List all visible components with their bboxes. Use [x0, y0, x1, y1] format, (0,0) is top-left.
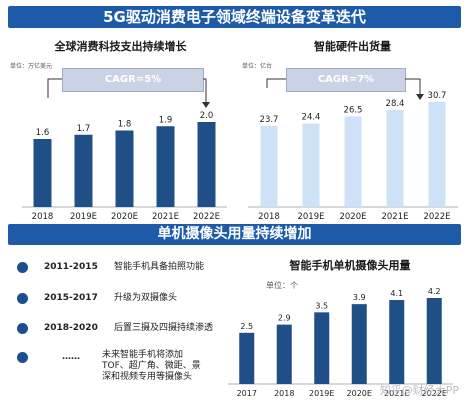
bar — [344, 116, 362, 207]
x-tick-label: 2018 — [258, 212, 280, 222]
bar-value-label: 2.0 — [200, 111, 214, 121]
chart1-cagr-box: CAGR=5% — [62, 68, 204, 92]
chart1-cagr-label: CAGR=5% — [104, 74, 162, 85]
timeline-text: 后置三摄及四摄持续渗透 — [114, 323, 214, 333]
bar-value-label: 28.4 — [386, 99, 405, 109]
bar-value-label: 26.5 — [344, 105, 363, 115]
timeline-period: 2018-2020 — [44, 323, 98, 333]
timeline-text-line: 未来智能手机将添加 — [102, 350, 184, 360]
chart2-cagr-label: CAGR=7% — [317, 74, 375, 85]
x-tick-label: 2022E — [193, 212, 220, 222]
bar — [115, 130, 134, 207]
bar-value-label: 1.9 — [159, 115, 173, 125]
chart2-title: 智能硬件出货量 — [314, 40, 391, 53]
timeline-text-line: 深和视频专用等摄像头 — [102, 372, 193, 382]
watermark: 知乎@财经大PP — [379, 384, 459, 397]
chart2-arrow-line — [266, 78, 286, 88]
bar-value-label: 2.9 — [278, 314, 291, 323]
chart3-title: 智能手机单机摄像头用量 — [289, 259, 411, 272]
bar-value-label: 3.5 — [315, 301, 328, 310]
bar-value-label: 4.2 — [428, 287, 441, 296]
x-tick-label: 2019E — [309, 389, 334, 398]
section-title: 单机摄像头用量持续增加 — [157, 226, 312, 242]
bar — [426, 298, 442, 384]
bar-value-label: 1.7 — [77, 124, 91, 134]
bullet-dot — [17, 262, 28, 273]
chart2-arrow-line-right — [405, 78, 421, 96]
x-tick-label: 2019E — [297, 212, 324, 222]
bar-value-label: 3.9 — [353, 293, 366, 302]
bar — [239, 332, 255, 384]
bar — [386, 109, 404, 207]
timeline-period: 2015-2017 — [44, 293, 98, 303]
chart1-svg: 1.6 2018 1.7 2019E 1.8 2020E 1.9 2021E 2.0 2022E — [22, 111, 227, 222]
section-title-banner: 单机摄像头用量持续增加 — [8, 224, 461, 245]
chart2-unit: 单位：亿台 — [242, 63, 273, 70]
chart1-arrow-line-right — [203, 78, 207, 104]
bar — [389, 300, 405, 384]
chart2-svg: 23.7 2018 24.4 2019E 26.5 2020E 28.4 2021E 30.7 2… — [248, 91, 458, 222]
x-tick-label: 2018 — [32, 212, 54, 222]
x-tick-label: 2020E — [347, 389, 372, 398]
x-tick-label: 2019E — [70, 212, 97, 222]
chart1-unit: 单位：万亿美元 — [10, 63, 53, 70]
chart1-arrow-head — [202, 102, 210, 108]
chart2-cagr-box: CAGR=7% — [286, 68, 406, 92]
bullet-dot — [17, 323, 28, 334]
x-tick-label: 2021E — [381, 212, 408, 222]
timeline-text-line: TOF、超广角、微距、景 — [102, 361, 201, 371]
top-title-banner: 5G驱动消费电子领域终端设备变革迭代 — [8, 6, 461, 28]
bar — [428, 102, 446, 207]
bar — [156, 126, 175, 207]
x-tick-label: 2020E — [339, 212, 366, 222]
bullet-dot — [17, 293, 28, 304]
timeline-period: …… — [62, 352, 80, 362]
chart3-unit: 单位：个 — [266, 281, 298, 290]
timeline-text-block: 未来智能手机将添加 TOF、超广角、微距、景 深和视频专用等摄像头 — [102, 350, 201, 383]
bar-value-label: 2.5 — [240, 322, 253, 331]
bar-value-label: 1.8 — [118, 120, 132, 130]
chart1-title: 全球消费科技支出持续增长 — [54, 40, 187, 53]
bar — [302, 123, 320, 207]
bar-value-label: 4.1 — [390, 289, 403, 298]
bar-value-label: 24.4 — [302, 113, 321, 123]
x-tick-label: 2020E — [111, 212, 138, 222]
timeline-period: 2011-2015 — [44, 262, 98, 272]
x-tick-label: 2021E — [384, 389, 409, 398]
bar — [276, 324, 292, 384]
bar — [260, 125, 278, 207]
bullet-dot — [17, 352, 28, 363]
bar — [74, 134, 93, 207]
page-title: 5G驱动消费电子领域终端设备变革迭代 — [103, 8, 366, 26]
timeline-text: 智能手机具备拍照功能 — [114, 262, 205, 272]
bar-value-label: 23.7 — [260, 115, 279, 125]
chart3-svg: 2.5 2017 2.9 2018 3.5 2019E 3.9 2020E 4.1 2021E 4.… — [228, 287, 453, 398]
bar — [314, 312, 330, 384]
chart1-arrow-line — [47, 78, 62, 98]
x-tick-label: 2017 — [237, 389, 257, 398]
bar — [197, 122, 216, 207]
bar — [33, 139, 52, 207]
x-tick-label: 2022E — [423, 212, 450, 222]
bar — [351, 304, 367, 384]
x-tick-label: 2022E — [422, 389, 447, 398]
chart2-arrow-head — [416, 94, 424, 100]
bar-value-label: 30.7 — [428, 91, 447, 101]
x-tick-label: 2021E — [152, 212, 179, 222]
timeline-text: 升级为双摄像头 — [114, 293, 178, 303]
bar-value-label: 1.6 — [36, 128, 50, 138]
x-tick-label: 2018 — [274, 389, 294, 398]
